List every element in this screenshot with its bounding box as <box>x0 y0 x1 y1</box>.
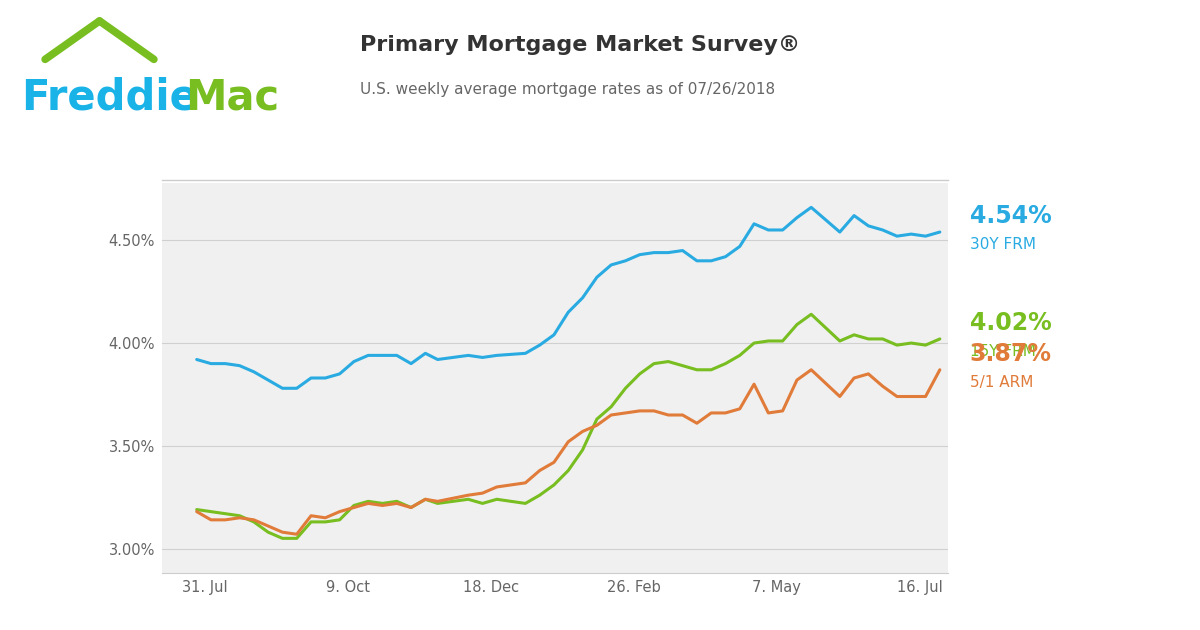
Text: Mac: Mac <box>185 76 278 118</box>
Text: 4.54%: 4.54% <box>970 204 1051 228</box>
Text: 15Y FRM: 15Y FRM <box>970 344 1036 359</box>
Text: Primary Mortgage Market Survey®: Primary Mortgage Market Survey® <box>360 35 800 55</box>
Text: U.S. weekly average mortgage rates as of 07/26/2018: U.S. weekly average mortgage rates as of… <box>360 82 775 97</box>
Text: 4.02%: 4.02% <box>970 311 1051 335</box>
Text: Freddie: Freddie <box>22 76 198 118</box>
Text: 30Y FRM: 30Y FRM <box>970 237 1036 252</box>
Text: 3.87%: 3.87% <box>970 342 1051 366</box>
Text: 5/1 ARM: 5/1 ARM <box>970 375 1033 390</box>
